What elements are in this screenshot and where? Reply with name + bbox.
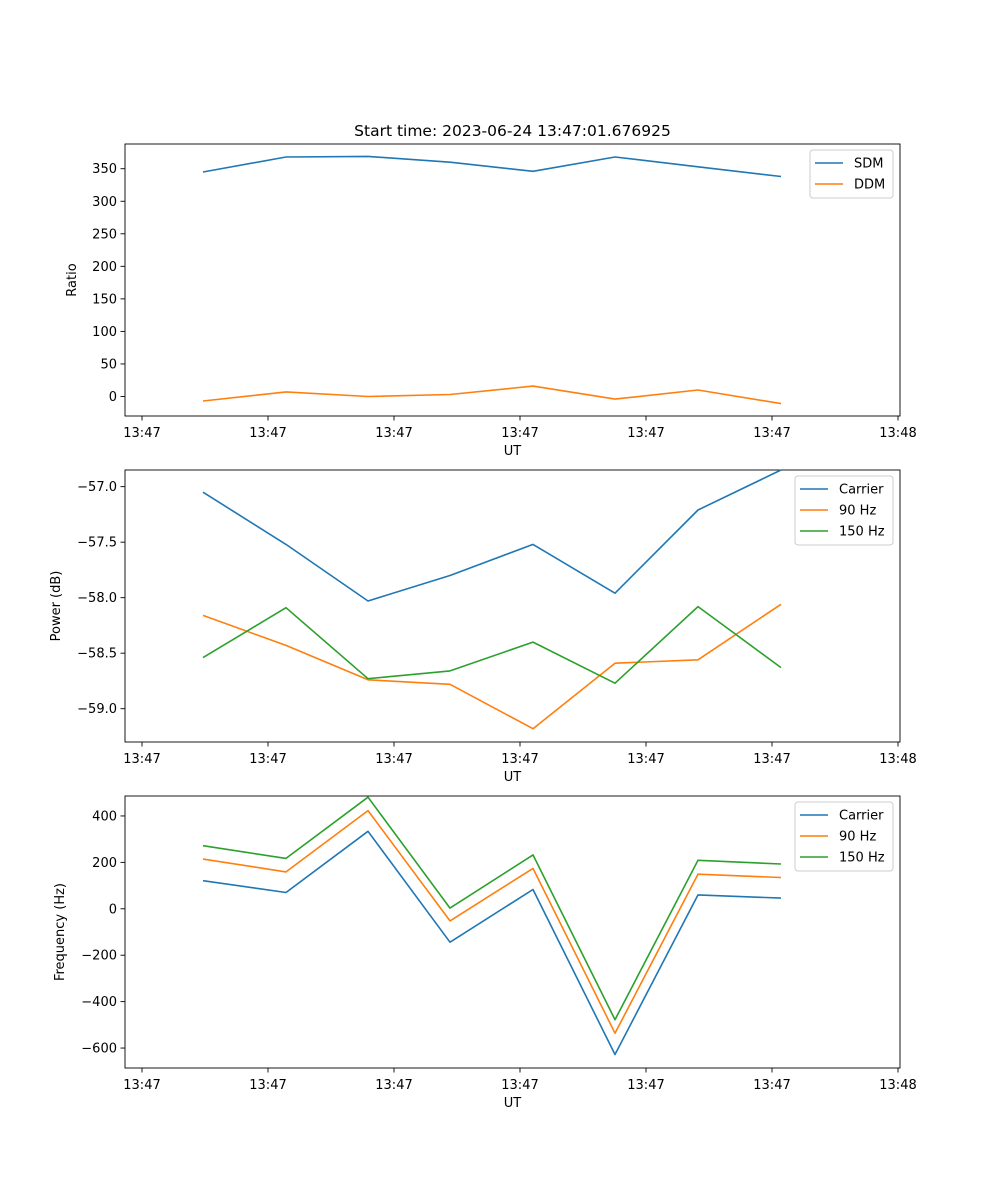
x-tick-label: 13:48 — [879, 752, 916, 767]
x-tick-label: 13:47 — [501, 426, 538, 441]
x-axis-label: UT — [504, 1096, 522, 1111]
series-line-carrier — [202, 469, 782, 602]
x-tick-label: 13:47 — [123, 752, 160, 767]
legend-label: Carrier — [839, 809, 884, 824]
y-tick-label: 350 — [92, 162, 117, 177]
y-tick-label: −58.5 — [77, 647, 117, 662]
x-tick-label: 13:48 — [879, 426, 916, 441]
x-tick-label: 13:47 — [249, 752, 286, 767]
series-line-150-hz — [202, 796, 782, 1021]
series-line-ddm — [202, 385, 782, 405]
legend-label: SDM — [854, 157, 883, 172]
series-line-90-hz — [202, 603, 782, 730]
legend-box — [809, 149, 894, 199]
x-tick-label: 13:47 — [627, 426, 664, 441]
y-tick-label: 400 — [92, 809, 117, 824]
chart-panel-2: 13:47 13:47 13:47 13:47 13:47 13:47 13:48 −57.0… — [49, 469, 917, 785]
y-tick-label: 150 — [92, 292, 117, 307]
x-tick-label: 13:47 — [375, 1078, 412, 1093]
series-line-sdm — [202, 155, 782, 178]
plot-frame — [124, 795, 901, 1069]
legend-label: 150 Hz — [839, 525, 885, 540]
x-tick-label: 13:47 — [501, 752, 538, 767]
y-tick-label: 50 — [100, 357, 117, 372]
y-tick-label: 200 — [92, 260, 117, 275]
legend-label: 90 Hz — [839, 830, 876, 845]
series-line-carrier — [202, 830, 782, 1056]
y-tick-label: −59.0 — [77, 702, 117, 717]
legend-box — [794, 801, 894, 872]
legend-label: Carrier — [839, 483, 884, 498]
y-tick-label: 0 — [109, 390, 117, 405]
legend-label: 150 Hz — [839, 851, 885, 866]
y-tick-label: 200 — [92, 856, 117, 871]
legend-label: DDM — [854, 178, 885, 193]
x-tick-label: 13:47 — [375, 752, 412, 767]
x-tick-label: 13:48 — [879, 1078, 916, 1093]
y-tick-label: 0 — [109, 902, 117, 917]
figure-title: Start time: 2023-06-24 13:47:01.676925 — [354, 122, 671, 140]
y-tick-label: 250 — [92, 227, 117, 242]
y-axis-label: Ratio — [65, 263, 80, 296]
series-line-150-hz — [202, 605, 782, 685]
x-tick-label: 13:47 — [249, 1078, 286, 1093]
y-tick-label: 100 — [92, 325, 117, 340]
y-tick-label: −57.5 — [77, 536, 117, 551]
x-tick-label: 13:47 — [753, 1078, 790, 1093]
chart-panel-3: 13:47 13:47 13:47 13:47 13:47 13:47 13:48 400 20… — [53, 795, 917, 1111]
y-tick-label: −600 — [81, 1042, 117, 1057]
x-tick-label: 13:47 — [627, 752, 664, 767]
x-tick-label: 13:47 — [753, 426, 790, 441]
x-tick-label: 13:47 — [753, 752, 790, 767]
plot-frame — [124, 143, 901, 417]
x-tick-label: 13:47 — [375, 426, 412, 441]
plot-frame — [124, 469, 901, 743]
x-tick-label: 13:47 — [249, 426, 286, 441]
legend-box — [794, 475, 894, 546]
y-tick-label: −58.0 — [77, 591, 117, 606]
x-tick-label: 13:47 — [123, 426, 160, 441]
y-tick-label: −57.0 — [77, 480, 117, 495]
y-tick-label: 300 — [92, 195, 117, 210]
y-tick-label: −200 — [81, 949, 117, 964]
x-axis-label: UT — [504, 770, 522, 785]
x-tick-label: 13:47 — [123, 1078, 160, 1093]
x-tick-label: 13:47 — [627, 1078, 664, 1093]
y-axis-label: Frequency (Hz) — [53, 883, 68, 981]
y-axis-label: Power (dB) — [49, 571, 64, 642]
chart-panel-1: 13:47 13:47 13:47 13:47 13:47 13:47 13:48 0 50 10… — [65, 143, 917, 459]
x-tick-label: 13:47 — [501, 1078, 538, 1093]
series-line-90-hz — [202, 809, 782, 1034]
y-tick-label: −400 — [81, 995, 117, 1010]
legend-label: 90 Hz — [839, 504, 876, 519]
x-axis-label: UT — [504, 444, 522, 459]
